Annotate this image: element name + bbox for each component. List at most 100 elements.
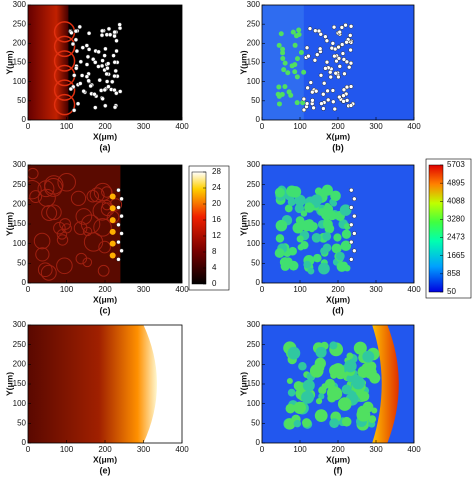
drop (362, 350, 375, 363)
arc (53, 93, 76, 116)
drop (293, 419, 302, 428)
spot (109, 205, 116, 212)
particle (343, 22, 348, 28)
y-tick-label: 0 (256, 278, 261, 287)
drop (331, 363, 345, 376)
drop (293, 33, 299, 39)
drop (296, 27, 302, 33)
hot (28, 325, 157, 443)
drop (275, 234, 285, 243)
field (262, 325, 414, 443)
cell (56, 257, 73, 275)
particle (112, 29, 117, 35)
particle (71, 108, 77, 113)
particle (86, 47, 92, 52)
cell (101, 186, 113, 198)
cell (56, 234, 69, 246)
x-tick-label: 100 (293, 285, 307, 294)
drop (333, 233, 342, 242)
drop (292, 222, 304, 234)
field (28, 165, 182, 283)
drop (292, 42, 298, 48)
particle (334, 58, 339, 64)
particle (119, 213, 124, 219)
cell (93, 218, 112, 237)
particle (99, 88, 104, 93)
drop (294, 74, 300, 80)
particle (348, 60, 354, 66)
particle (341, 93, 346, 98)
particle (326, 97, 331, 103)
y-tick-label: 150 (13, 58, 27, 67)
y-tick-label: 50 (17, 258, 26, 267)
particle (118, 89, 123, 94)
particle (323, 66, 328, 71)
particle (340, 51, 346, 56)
particle (336, 56, 342, 61)
drop (301, 390, 315, 404)
x-tick-label: 0 (260, 285, 265, 294)
drop (309, 364, 324, 378)
panel-caption: (b) (332, 142, 344, 152)
particle (106, 84, 111, 89)
particle (114, 48, 119, 54)
x-tick-label: 300 (137, 122, 151, 131)
drop (294, 56, 300, 62)
particle (313, 28, 318, 33)
colorbar-tick-label: 2473 (447, 233, 465, 242)
drop (327, 393, 337, 403)
particle (111, 53, 116, 58)
cell (75, 252, 88, 265)
x-axis-label: X(μm) (93, 131, 117, 141)
panel-caption: (e) (100, 465, 111, 475)
particle (349, 187, 354, 193)
particle (323, 34, 328, 39)
particle (116, 257, 121, 262)
particle (348, 33, 353, 38)
particle (91, 57, 96, 62)
y-tick-label: 100 (247, 399, 261, 408)
particle (100, 28, 105, 34)
particle (112, 60, 117, 65)
y-tick-label: 0 (22, 278, 27, 287)
y-tick-label: 250 (247, 19, 261, 28)
particle (102, 53, 107, 58)
drop (280, 50, 286, 56)
particle (93, 105, 98, 110)
drop (303, 260, 312, 269)
particle (328, 70, 333, 75)
y-tick-label: 0 (22, 438, 27, 447)
particle (78, 81, 83, 86)
drop (293, 381, 304, 391)
drop (315, 398, 323, 405)
particle (88, 83, 93, 89)
drop (280, 55, 286, 61)
drop (339, 204, 352, 216)
drop (294, 194, 306, 207)
drop (351, 376, 365, 390)
particle (102, 87, 107, 93)
particle (112, 73, 117, 79)
particle (349, 222, 354, 227)
cell (98, 240, 111, 254)
x-tick-label: 400 (175, 445, 189, 454)
particle (113, 68, 118, 74)
x-tick-label: 0 (260, 445, 265, 454)
drop (329, 418, 340, 429)
particle (352, 248, 357, 253)
cell (75, 208, 93, 225)
drop (275, 219, 288, 232)
x-axis-label: X(μm) (93, 294, 117, 304)
spot (109, 228, 116, 235)
drop (331, 243, 342, 254)
panel-caption: (a) (100, 142, 111, 152)
drop (282, 84, 288, 90)
particle (325, 88, 330, 94)
particle (106, 26, 112, 32)
particle (105, 66, 110, 71)
particle (97, 77, 102, 83)
particle (103, 103, 108, 108)
particle (100, 58, 105, 63)
x-tick-label: 300 (369, 285, 383, 294)
particle (331, 99, 336, 104)
